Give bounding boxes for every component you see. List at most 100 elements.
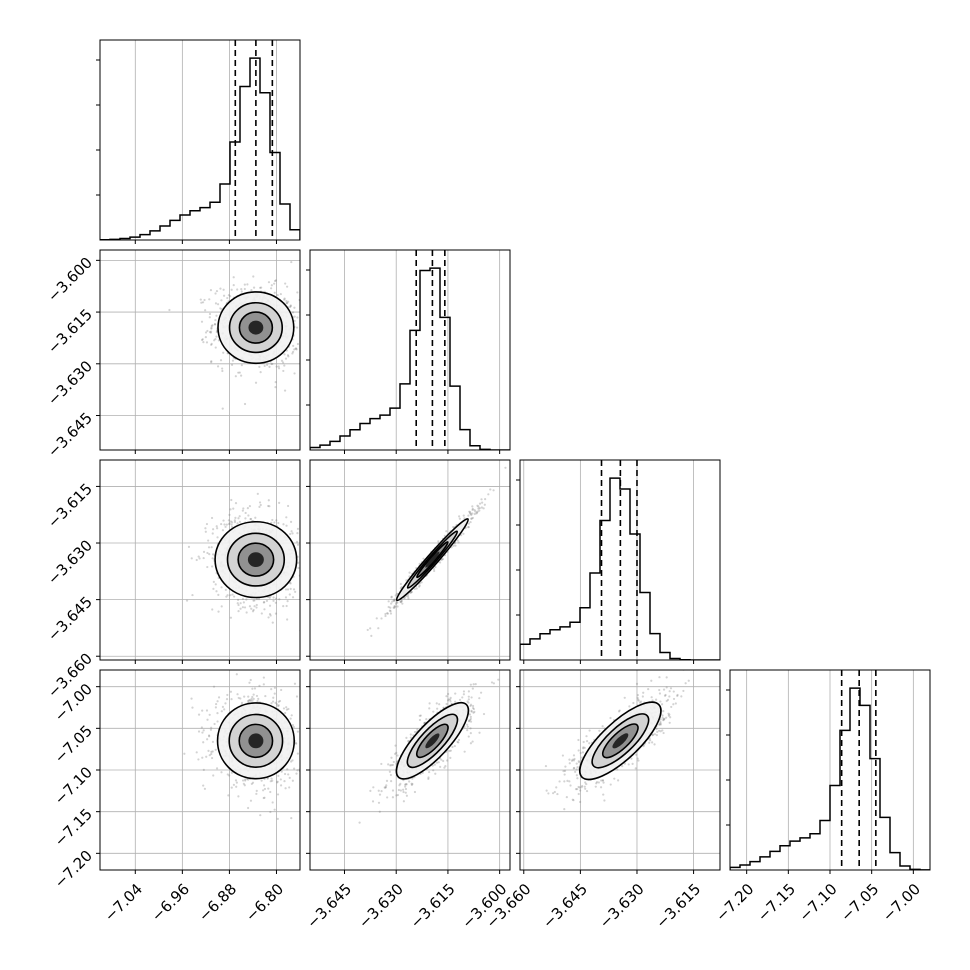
sample-point	[213, 323, 217, 326]
sample-point	[266, 777, 269, 780]
sample-point	[384, 614, 387, 618]
sample-point	[575, 762, 578, 765]
sample-point	[210, 324, 213, 328]
sample-point	[472, 711, 475, 714]
sample-point	[232, 284, 235, 287]
sample-point	[315, 355, 317, 357]
sample-point	[434, 565, 437, 569]
sample-point	[404, 783, 407, 786]
sample-point	[456, 740, 459, 743]
sample-point	[467, 720, 471, 723]
sample-point	[238, 371, 241, 374]
sample-point	[273, 279, 277, 283]
sample-point	[448, 749, 451, 753]
sample-point	[277, 521, 280, 525]
sample-point	[296, 752, 299, 755]
sample-point	[472, 707, 475, 711]
sample-point	[285, 516, 288, 519]
sample-point	[221, 407, 224, 410]
panel-content	[183, 673, 300, 820]
sample-point	[609, 783, 612, 786]
sample-point	[273, 692, 276, 695]
sample-point	[293, 348, 296, 351]
sample-point	[245, 611, 248, 614]
sample-point	[462, 532, 465, 535]
sample-point	[676, 694, 679, 697]
sample-point	[212, 580, 215, 583]
sample-point	[268, 596, 271, 599]
sample-point	[289, 532, 292, 536]
sample-point	[264, 694, 267, 698]
sample-point	[219, 359, 223, 362]
sample-point	[316, 567, 318, 569]
sample-point	[214, 292, 217, 295]
sample-point	[391, 600, 394, 603]
sample-point	[216, 536, 219, 539]
sample-point	[582, 740, 585, 744]
sample-point	[207, 734, 211, 737]
sample-point	[260, 779, 263, 782]
density-contour	[248, 733, 264, 749]
sample-point	[267, 499, 270, 502]
sample-point	[202, 741, 205, 744]
sample-point	[390, 763, 393, 767]
sample-point	[408, 571, 411, 574]
sample-point	[217, 593, 220, 596]
sample-point	[471, 704, 475, 708]
sample-point	[215, 590, 218, 593]
sample-point	[220, 771, 223, 774]
sample-point	[251, 687, 254, 690]
sample-point	[272, 696, 275, 699]
sample-point	[211, 553, 215, 556]
sample-point	[229, 594, 232, 597]
sample-point	[418, 584, 421, 587]
sample-point	[462, 693, 465, 696]
sample-point	[665, 686, 668, 689]
sample-point	[474, 510, 477, 513]
sample-point	[246, 507, 249, 510]
sample-point	[267, 616, 270, 619]
sample-point	[232, 783, 235, 786]
sample-point	[296, 730, 299, 733]
sample-point	[427, 777, 430, 781]
sample-point	[215, 702, 218, 706]
sample-point	[442, 706, 445, 709]
sample-point	[471, 516, 475, 520]
sample-point	[283, 389, 287, 392]
sample-point	[251, 781, 255, 784]
sample-point	[204, 331, 208, 334]
sample-point	[214, 346, 217, 349]
sample-point	[198, 557, 201, 560]
sample-point	[432, 769, 435, 772]
sample-point	[239, 607, 242, 610]
sample-point	[358, 821, 361, 824]
sample-point	[582, 746, 585, 749]
sample-point	[291, 596, 295, 599]
sample-point	[275, 365, 278, 368]
sample-point	[283, 353, 286, 356]
sample-point	[244, 511, 247, 515]
sample-point	[394, 594, 397, 597]
sample-point	[303, 344, 305, 346]
sample-point	[197, 555, 200, 558]
sample-point	[290, 260, 293, 264]
sample-point	[662, 731, 665, 735]
sample-point	[269, 780, 272, 783]
sample-point	[413, 790, 417, 794]
sample-point	[246, 699, 250, 703]
sample-point	[240, 701, 244, 704]
sample-point	[294, 741, 297, 744]
sample-point	[451, 745, 454, 749]
sample-point	[366, 628, 369, 632]
sample-point	[277, 774, 280, 777]
sample-point	[478, 502, 482, 505]
sample-point	[228, 513, 231, 516]
sample-point	[304, 568, 306, 570]
sample-point	[408, 780, 411, 783]
sample-point	[269, 614, 272, 617]
sample-point	[280, 359, 284, 362]
sample-point	[288, 786, 291, 789]
sample-point	[229, 508, 232, 511]
sample-point	[636, 693, 640, 697]
sample-point	[297, 566, 300, 570]
